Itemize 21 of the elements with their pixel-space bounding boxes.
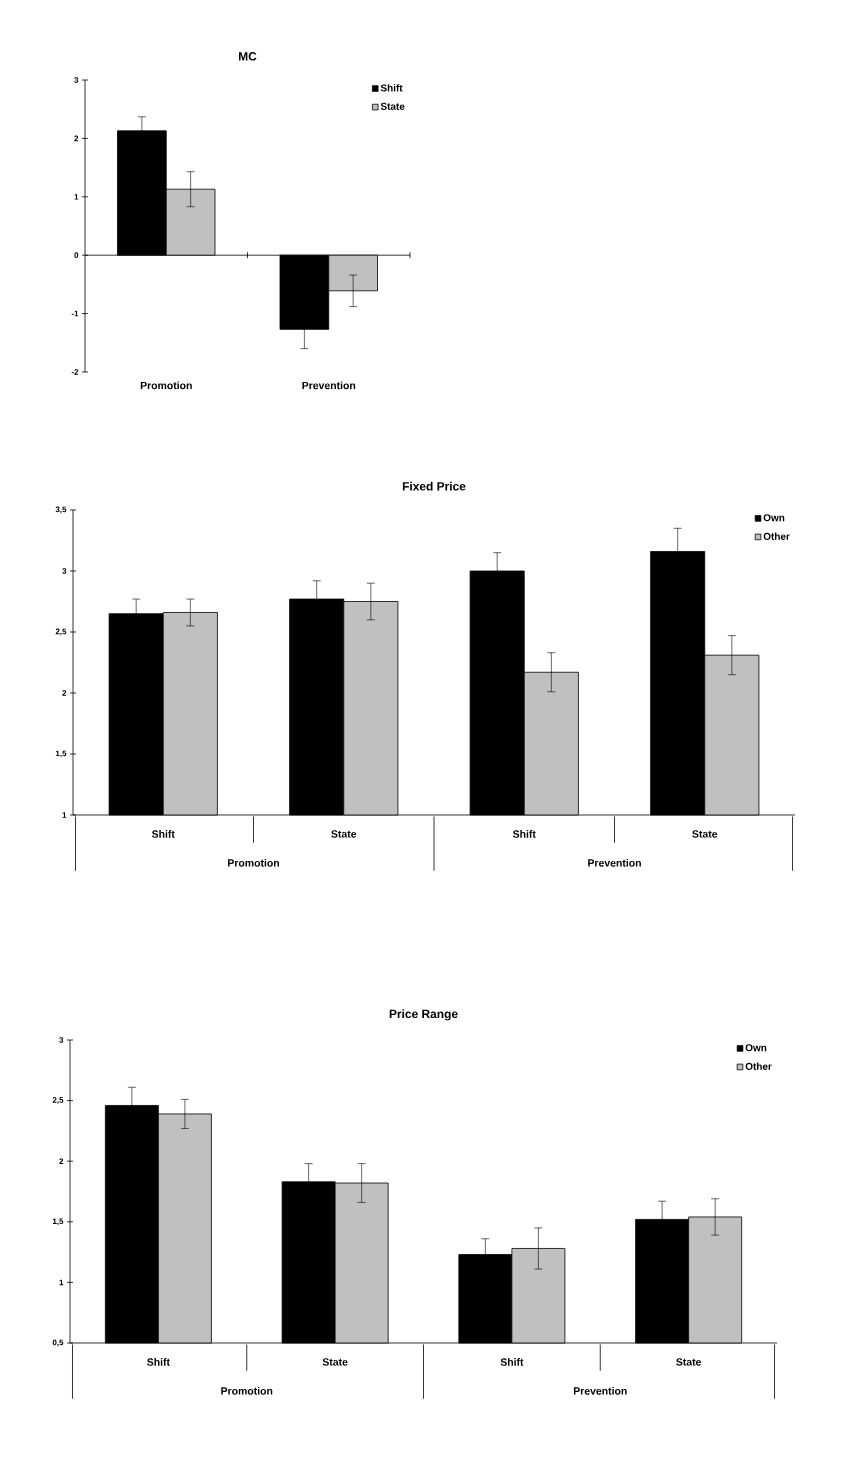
x-tick-label: State — [692, 830, 718, 838]
text: Promotion — [228, 858, 279, 867]
legend-label: Own — [763, 514, 785, 522]
x-tick-label: Shift — [512, 830, 536, 838]
x-tick-label: Shift — [151, 830, 175, 838]
chart-title: MC — [239, 52, 257, 61]
chart-title: Price Range — [389, 1009, 458, 1021]
legend-label: Other — [763, 532, 790, 540]
x-tick-label: Shift — [500, 1358, 524, 1366]
text: Promotion — [221, 1386, 273, 1395]
text: Prevention — [588, 858, 641, 867]
legend-label: Shift — [380, 84, 403, 92]
legend-label: Own — [745, 1044, 767, 1052]
x-tick-label: Shift — [147, 1358, 170, 1366]
chart-title: Fixed Price — [402, 481, 466, 491]
x-tick-label: State — [322, 1358, 348, 1366]
legend-label: Other — [745, 1062, 772, 1070]
x-tick-label: State — [331, 830, 357, 838]
text: Prevention — [573, 1386, 627, 1395]
legend-label: State — [380, 102, 405, 110]
x-tick-label: State — [676, 1358, 702, 1366]
